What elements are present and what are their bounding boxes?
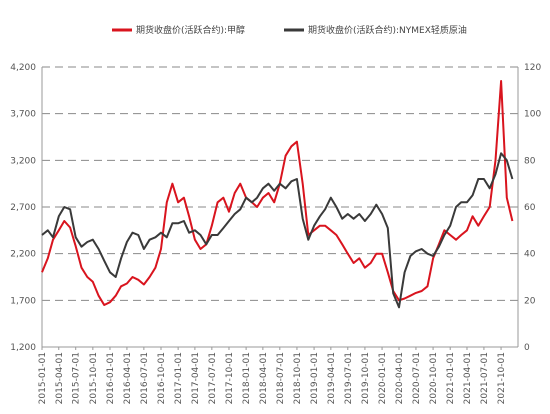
x-tick-label: 2016-01-01 — [106, 352, 116, 404]
series-line-crude-oil — [41, 152, 514, 309]
right-tick-label: 60 — [524, 203, 536, 213]
x-tick-label: 2017-04-01 — [191, 352, 201, 404]
x-tick-label: 2018-01-01 — [242, 352, 252, 404]
chart-legend: 期货收盘价(活跃合约):甲醇 期货收盘价(活跃合约):NYMEX轻质原油 — [112, 24, 467, 36]
legend-label-methanol: 期货收盘价(活跃合约):甲醇 — [136, 24, 245, 36]
left-tick-label: 2,200 — [10, 250, 36, 260]
chart-series-lines — [41, 80, 514, 309]
right-tick-label: 120 — [524, 63, 541, 73]
x-tick-label: 2020-07-01 — [412, 352, 422, 404]
x-tick-label: 2021-04-01 — [463, 352, 473, 404]
series-line-methanol — [41, 80, 514, 306]
left-tick-label: 3,700 — [10, 110, 36, 120]
right-tick-label: 20 — [524, 296, 536, 306]
x-tick-label: 2019-07-01 — [344, 352, 354, 404]
left-axis-ticks: 1,200 1,700 2,200 2,700 3,200 3,700 4,200 — [10, 63, 36, 353]
x-axis-ticks: 2015-01-01 2015-04-01 2015-07-01 2015-10-01… — [38, 347, 507, 404]
x-tick-label: 2018-04-01 — [259, 352, 269, 404]
left-tick-label: 1,700 — [10, 296, 36, 306]
x-tick-label: 2019-01-01 — [310, 352, 320, 404]
x-tick-label: 2017-10-01 — [225, 352, 235, 404]
right-axis-ticks: 0 20 40 60 80 100 120 — [524, 63, 541, 353]
x-tick-label: 2015-04-01 — [55, 352, 65, 404]
x-tick-label: 2018-07-01 — [276, 352, 286, 404]
x-tick-label: 2015-01-01 — [38, 352, 48, 404]
x-tick-label: 2015-07-01 — [72, 352, 82, 404]
x-tick-label: 2016-07-01 — [140, 352, 150, 404]
right-tick-label: 100 — [524, 110, 541, 120]
x-tick-label: 2015-10-01 — [89, 352, 99, 404]
right-tick-label: 80 — [524, 156, 536, 166]
x-tick-label: 2021-01-01 — [446, 352, 456, 404]
right-tick-label: 0 — [524, 343, 530, 353]
left-tick-label: 3,200 — [10, 156, 36, 166]
x-tick-label: 2017-01-01 — [174, 352, 184, 404]
x-tick-label: 2020-04-01 — [395, 352, 405, 404]
x-tick-label: 2016-10-01 — [157, 352, 167, 404]
x-tick-label: 2019-04-01 — [327, 352, 337, 404]
left-tick-label: 4,200 — [10, 63, 36, 73]
x-tick-label: 2018-10-01 — [293, 352, 303, 404]
x-tick-label: 2017-07-01 — [208, 352, 218, 404]
x-tick-label: 2020-10-01 — [429, 352, 439, 404]
x-tick-label: 2020-01-01 — [378, 352, 388, 404]
legend-label-crude-oil: 期货收盘价(活跃合约):NYMEX轻质原油 — [308, 24, 467, 36]
left-tick-label: 1,200 — [10, 343, 36, 353]
x-tick-label: 2016-04-01 — [123, 352, 133, 404]
left-tick-label: 2,700 — [10, 203, 36, 213]
x-tick-label: 2021-10-01 — [497, 352, 507, 404]
right-tick-label: 40 — [524, 250, 536, 260]
chart-gridlines — [42, 66, 518, 301]
x-tick-label: 2019-10-01 — [361, 352, 371, 404]
x-tick-label: 2021-07-01 — [480, 352, 490, 404]
